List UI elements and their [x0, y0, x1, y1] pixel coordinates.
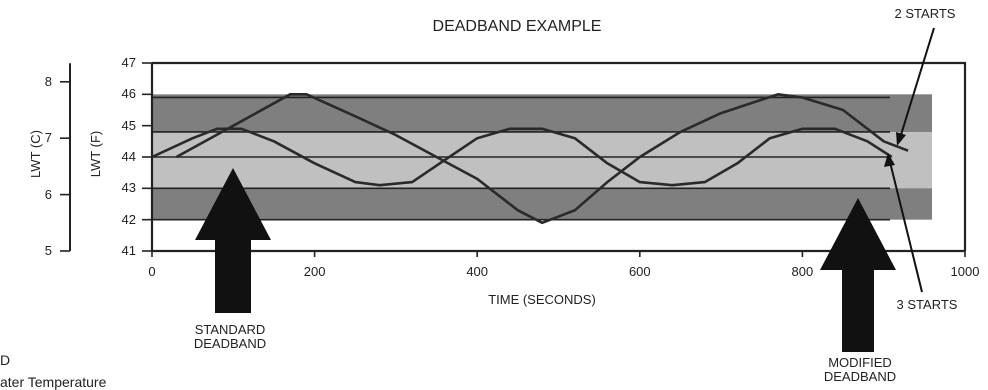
two-starts-arrowhead: [896, 132, 906, 146]
chart-title: DEADBAND EXAMPLE: [432, 18, 602, 35]
legend-fragment-1: D: [0, 352, 11, 368]
y-axis-title-fahrenheit: LWT (F): [88, 130, 103, 178]
series-group: [151, 93, 909, 225]
x-tick-label: 600: [628, 264, 651, 279]
x-tick-label: 400: [466, 264, 489, 279]
x-tick-label: 200: [303, 264, 326, 279]
annotation-arrows: [195, 27, 935, 352]
standard-deadband-label-line1: STANDARD: [194, 322, 266, 337]
y-tick-label: 43: [121, 180, 136, 196]
x-tick-label: 1000: [950, 264, 980, 279]
y-tick-label: 41: [121, 243, 136, 258]
y-tick-label: 47: [121, 55, 136, 70]
series-line-2: [151, 127, 893, 187]
modified-deadband-label: MODIFIED DEADBAND: [810, 356, 910, 384]
standard-deadband-label-line2: DEADBAND: [193, 336, 267, 351]
y2-tick-label: 7: [44, 130, 52, 146]
y2-tick-label: 5: [44, 243, 52, 258]
modified-deadband-label-line2: DEADBAND: [823, 369, 897, 384]
standard-deadband-label: STANDARD DEADBAND: [180, 323, 280, 351]
two-starts-pointer: [899, 27, 935, 139]
tick-marks: [60, 62, 966, 257]
standard-deadband-arrow: [195, 168, 271, 313]
y-tick-label: 44: [121, 149, 136, 164]
two-starts-label: 2 STARTS: [894, 6, 956, 21]
three-starts-arrowhead: [884, 153, 895, 167]
modified-deadband-label-line1: MODIFIED: [828, 355, 892, 370]
y-tick-label: 46: [121, 86, 136, 102]
y-tick-label: 45: [121, 117, 136, 133]
x-tick-label: 800: [791, 264, 814, 279]
modified-deadband-arrow: [820, 198, 896, 352]
x-axis-title: TIME (SECONDS): [488, 292, 596, 307]
y2-tick-label: 6: [44, 186, 52, 202]
legend-fragment-2: ater Temperature: [0, 374, 107, 390]
three-starts-label: 3 STARTS: [896, 297, 958, 312]
plot-border: [152, 61, 967, 251]
x-tick-label: 0: [148, 264, 156, 279]
y2-tick-label: 8: [44, 73, 52, 89]
inner-deadband: [152, 131, 932, 189]
three-starts-pointer: [889, 161, 923, 293]
series-line-1: [175, 93, 909, 225]
y-tick-label: 42: [121, 211, 136, 227]
